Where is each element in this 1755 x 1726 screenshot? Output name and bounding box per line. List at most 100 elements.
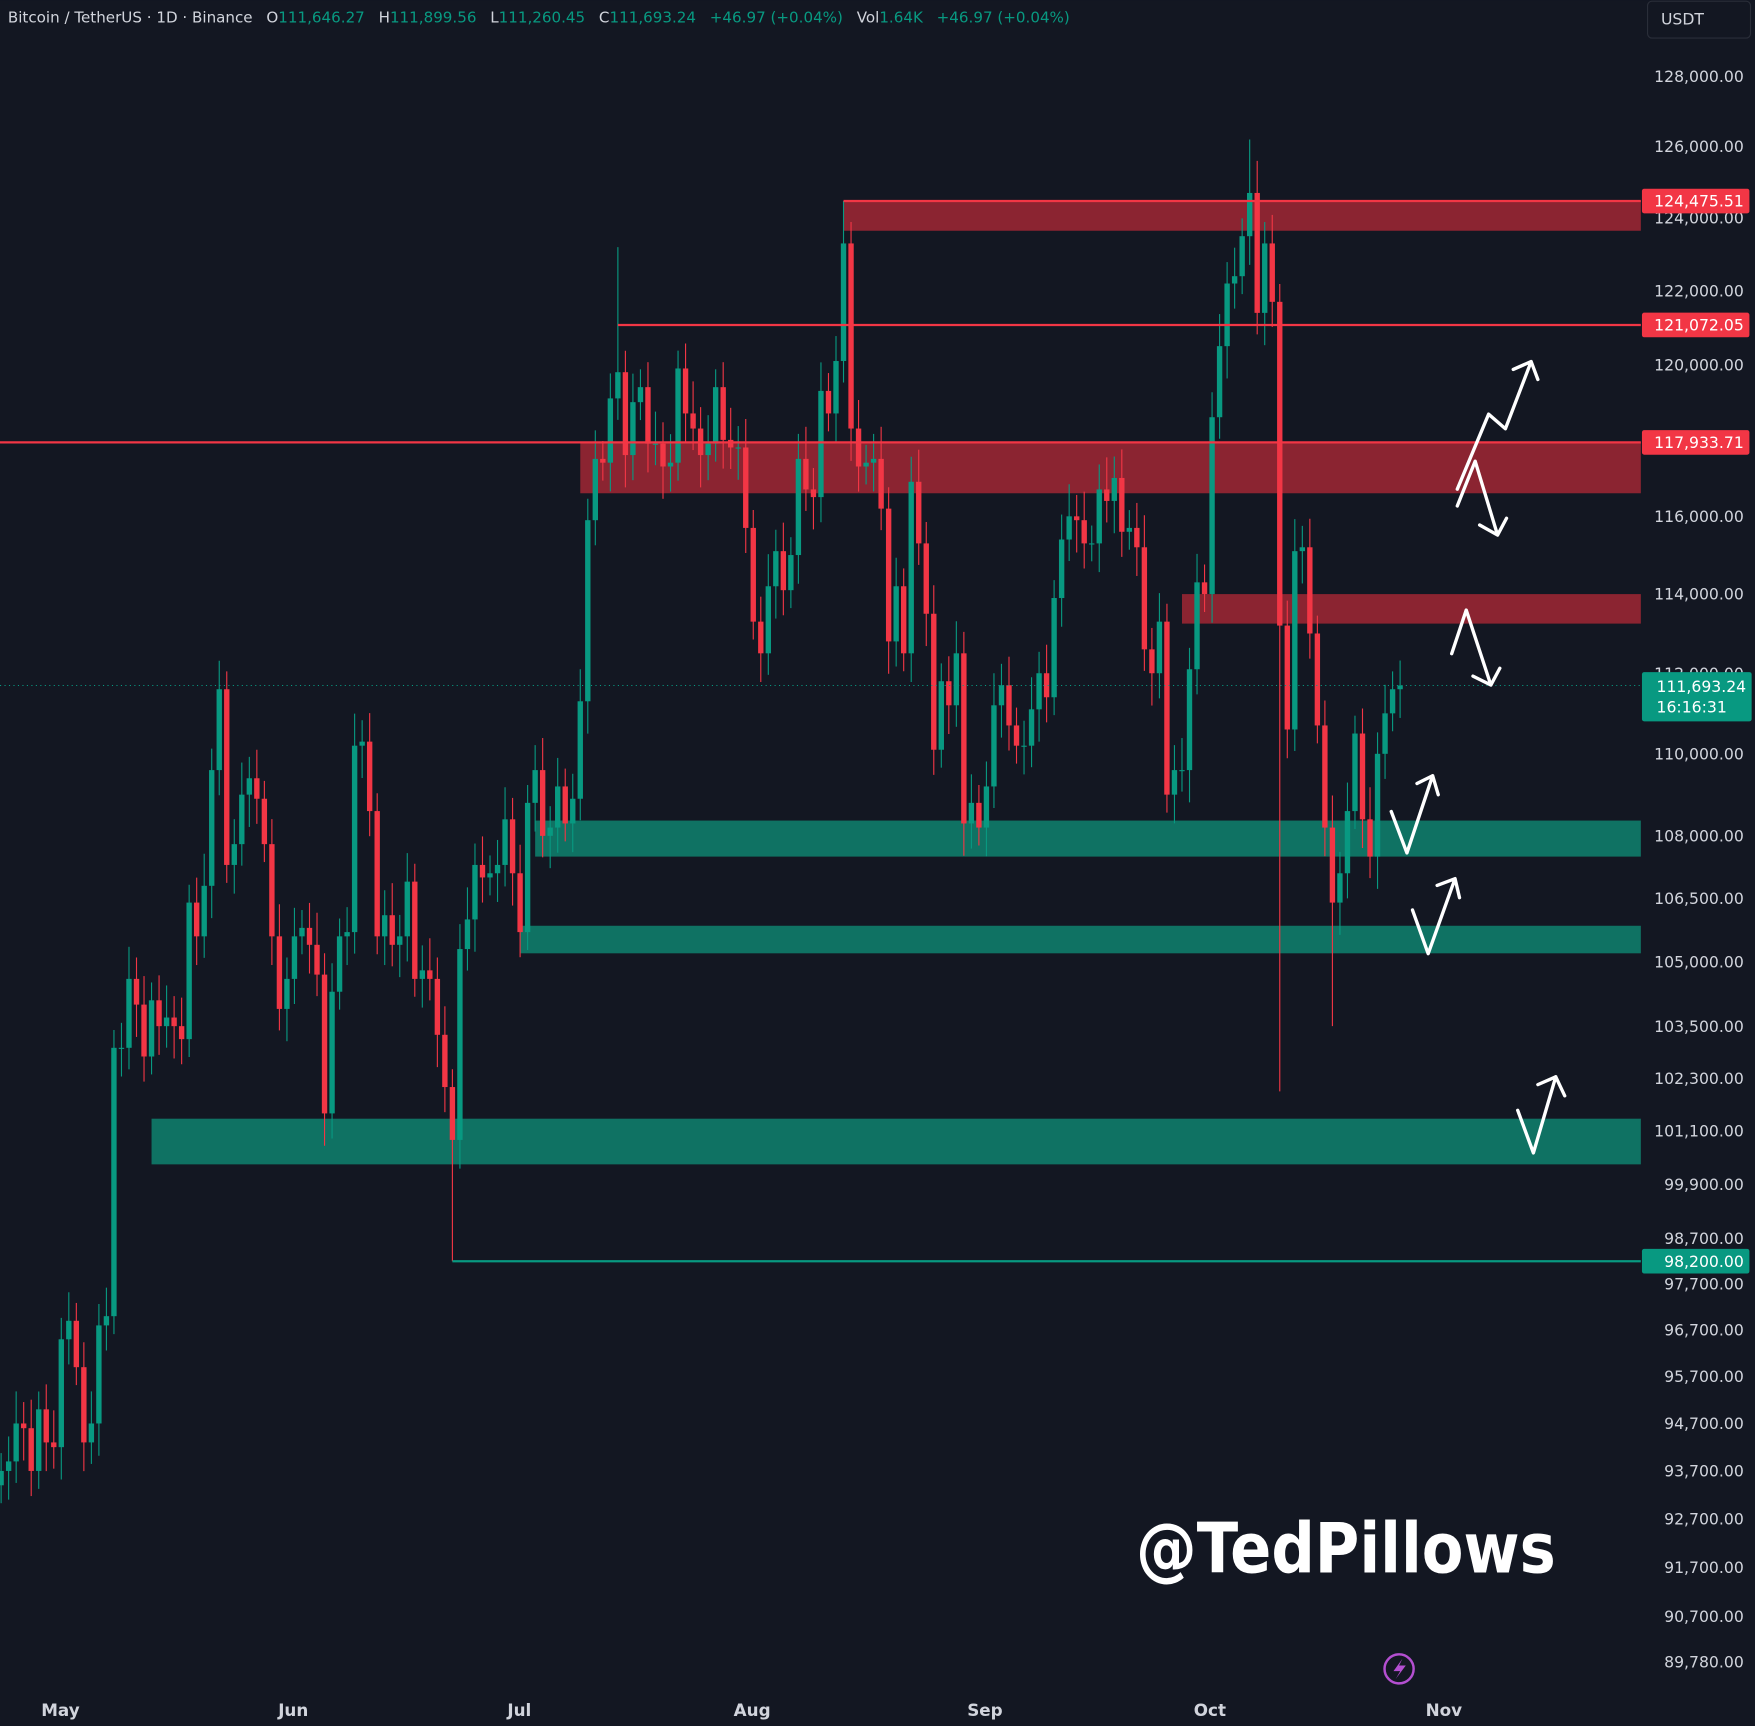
price-tag-label: 117,933.71 <box>1654 433 1744 452</box>
candle <box>991 673 997 808</box>
candle-body <box>803 458 809 490</box>
candle <box>66 1292 72 1365</box>
candle <box>494 839 501 902</box>
candle <box>186 884 192 1058</box>
candle <box>382 890 388 966</box>
candle <box>246 756 253 827</box>
close-value: 111,693.24 <box>609 8 696 26</box>
candle <box>901 568 907 672</box>
candle-body <box>126 978 132 1048</box>
candle-body <box>1352 733 1358 812</box>
candle <box>20 1402 27 1461</box>
candle-body <box>412 881 418 979</box>
price-axis[interactable]: 128,000.00 126,000.00 124,000.00 122,000.00… <box>1654 67 1744 1672</box>
price-tick-label: 101,100.00 <box>1654 1122 1744 1141</box>
levels-layer <box>0 199 1641 1263</box>
candle-body <box>239 794 245 845</box>
symbol-title[interactable]: Bitcoin / TetherUS · 1D · Binance <box>8 8 253 26</box>
candle-body <box>1156 621 1163 674</box>
price-tick-label: 95,700.00 <box>1664 1367 1744 1386</box>
close-label: C <box>599 8 610 26</box>
candle-body <box>103 1316 110 1326</box>
bounce-up-arrow-icon <box>1516 1075 1567 1155</box>
candle-body <box>953 653 960 706</box>
candle-body <box>351 745 358 933</box>
bounce-up-arrow-icon <box>1410 876 1462 956</box>
candle-body <box>1254 192 1260 313</box>
candle <box>276 904 283 1031</box>
candle-body <box>539 770 546 836</box>
candle-body <box>494 864 501 874</box>
candle <box>1058 514 1065 627</box>
candle <box>630 373 636 481</box>
candle <box>1089 525 1095 562</box>
candle <box>690 381 696 451</box>
candle-body <box>28 1428 34 1471</box>
price-tag <box>1641 430 1750 455</box>
candle-body <box>968 802 975 824</box>
candle-body <box>637 387 644 403</box>
price-tick-label: 102,300.00 <box>1654 1069 1744 1088</box>
price-tick-label: 91,700.00 <box>1664 1558 1744 1577</box>
time-tick-label: Nov <box>1426 1700 1463 1720</box>
candle <box>1374 732 1381 889</box>
candle-body <box>893 586 899 642</box>
candle-body <box>901 586 907 654</box>
candle-body <box>1231 276 1238 284</box>
candle <box>863 444 869 485</box>
candle-body <box>592 458 598 521</box>
candle-body <box>923 543 929 614</box>
candle <box>532 745 538 832</box>
candle-body <box>1051 598 1057 698</box>
price-tick-label: 90,700.00 <box>1664 1607 1744 1626</box>
currency-button-label[interactable]: USDT <box>1661 10 1704 29</box>
candle-body <box>1216 346 1223 418</box>
candle <box>216 660 222 796</box>
time-tick-label: May <box>41 1700 79 1720</box>
candle <box>156 975 162 1055</box>
candle-body <box>1141 547 1148 650</box>
candle-body <box>825 390 832 414</box>
candle <box>923 521 929 647</box>
candle-body <box>743 447 749 528</box>
candle-body <box>622 372 629 456</box>
currency-button-bg[interactable] <box>1646 0 1752 39</box>
candle <box>419 945 426 1008</box>
candle <box>209 748 215 919</box>
candle-body <box>442 1034 448 1088</box>
candle <box>321 953 328 1146</box>
price-tick-label: 103,500.00 <box>1654 1017 1744 1036</box>
candle-body <box>1292 551 1298 730</box>
candle-body <box>1269 243 1275 302</box>
candle <box>344 907 350 966</box>
candle-body <box>336 936 343 992</box>
candle-body <box>374 811 380 937</box>
candle <box>1224 262 1230 379</box>
candle <box>1337 851 1343 935</box>
candle <box>73 1302 80 1386</box>
candle <box>1322 700 1328 857</box>
candle-body <box>269 844 275 937</box>
candle-body <box>1006 685 1012 726</box>
candle <box>374 793 380 955</box>
candle <box>1119 449 1125 557</box>
candle-body <box>1344 811 1351 874</box>
candle-body <box>1096 489 1102 544</box>
candle <box>1209 392 1215 623</box>
candle-body <box>961 653 967 824</box>
candle-body <box>705 443 711 456</box>
candle-body <box>712 387 719 444</box>
candle-body <box>5 1461 12 1471</box>
candle <box>524 785 531 951</box>
candle-body <box>1066 516 1072 540</box>
currency-button[interactable]: USDT <box>1646 0 1752 39</box>
candle <box>0 1453 4 1504</box>
candle-body <box>73 1320 80 1368</box>
lightning-circle-icon[interactable] <box>1383 1653 1415 1685</box>
candle-body <box>502 819 508 865</box>
candle-body <box>291 936 298 979</box>
time-axis[interactable]: May Jun Jul Aug Sep Oct Nov <box>41 1700 1462 1720</box>
price-tick-label: 126,000.00 <box>1654 137 1744 156</box>
